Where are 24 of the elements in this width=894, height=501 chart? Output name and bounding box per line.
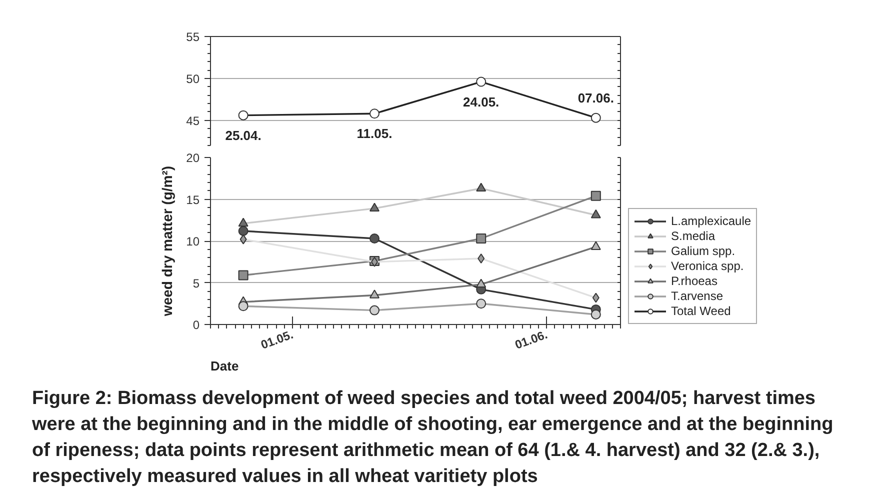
y-tick-label: 5	[192, 276, 200, 290]
y-tick-label: 45	[186, 114, 200, 128]
legend-label: T.arvense	[671, 289, 724, 303]
x-tick-label: 01.06.	[513, 327, 550, 352]
legend-label: P.rhoeas	[671, 274, 718, 288]
legend-label: L.amplexicaule	[671, 214, 752, 228]
annotation: 07.06.	[578, 90, 614, 106]
annotation: 11.05.	[356, 126, 392, 142]
caption: Figure 2: Biomass development of weed species and total weed 2004/05; harvest times were at the beginning and in the middle of shooting, ear emergence and at the beginning of ripeness; data points represent arithmetic mean of 64 (1.& 4. harvest) and 32 (2.& 3.), respectively measured values in all wheat varitiety plots	[32, 387, 834, 489]
annotation: 24.05.	[463, 94, 500, 110]
legend-label: Galium spp.	[671, 244, 736, 258]
annotation: 25.04.	[225, 128, 262, 143]
legend-label: Veronica spp.	[671, 259, 744, 273]
y-tick-label: 55	[186, 30, 200, 44]
x-axis-title: Date	[210, 358, 239, 374]
y-tick-label: 20	[186, 151, 200, 165]
y-tick-label: 50	[186, 72, 200, 86]
y-tick-label: 0	[192, 318, 200, 332]
legend-label: S.media	[671, 229, 716, 243]
y-tick-label: 15	[186, 192, 200, 207]
x-tick-label: 01.05.	[258, 327, 296, 352]
y-axis-title: weed dry matter (g/m²)	[159, 166, 176, 318]
legend-label: Total Weed	[671, 304, 731, 318]
y-tick-label: 10	[186, 234, 200, 248]
